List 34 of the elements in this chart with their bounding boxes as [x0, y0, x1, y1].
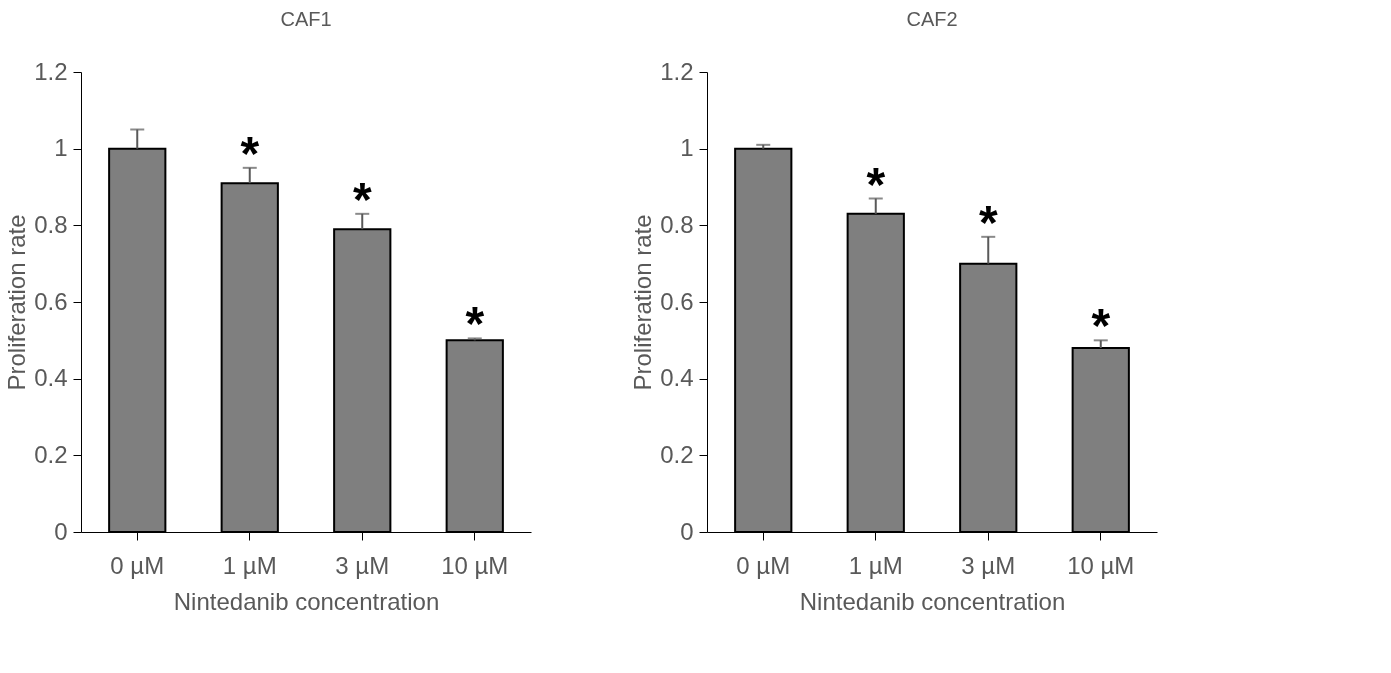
y-tick-label: 1.2 [660, 57, 694, 85]
y-tick-label: 0.4 [34, 364, 68, 392]
y-tick-label: 0 [680, 517, 694, 545]
y-tick-label: 1 [54, 134, 68, 162]
annotation: * [1091, 299, 1111, 353]
y-tick-label: 0.4 [660, 364, 694, 392]
y-tick-label: 0.6 [34, 287, 68, 315]
x-tick-label: 3 µM [961, 551, 1016, 579]
x-tick-label: 1 µM [222, 551, 277, 579]
x-tick-label: 10 µM [441, 551, 509, 579]
y-tick-label: 1 [680, 134, 694, 162]
y-axis-title: Proliferation rate [3, 214, 31, 391]
annotation: * [978, 195, 998, 249]
y-tick-label: 0.2 [34, 440, 68, 468]
annotation: * [465, 297, 485, 351]
y-tick-label: 0.6 [660, 287, 694, 315]
y-tick-label: 0.8 [660, 210, 694, 238]
x-axis-title: Nintedanib concentration [799, 587, 1066, 615]
annotation: * [352, 172, 372, 226]
chart-title: CAF2 [906, 8, 958, 30]
annotation: * [866, 157, 886, 211]
y-tick-label: 0.8 [34, 210, 68, 238]
y-axis-title: Proliferation rate [629, 214, 657, 391]
chart-title: CAF1 [280, 8, 332, 30]
annotation: * [240, 126, 260, 180]
x-axis-title: Nintedanib concentration [173, 587, 440, 615]
x-tick-label: 0 µM [736, 551, 791, 579]
x-tick-label: 10 µM [1067, 551, 1135, 579]
y-tick-label: 1.2 [34, 57, 68, 85]
x-tick-label: 1 µM [848, 551, 903, 579]
y-tick-label: 0 [54, 517, 68, 545]
x-tick-label: 0 µM [110, 551, 165, 579]
y-tick-label: 0.2 [660, 440, 694, 468]
x-tick-label: 3 µM [335, 551, 390, 579]
